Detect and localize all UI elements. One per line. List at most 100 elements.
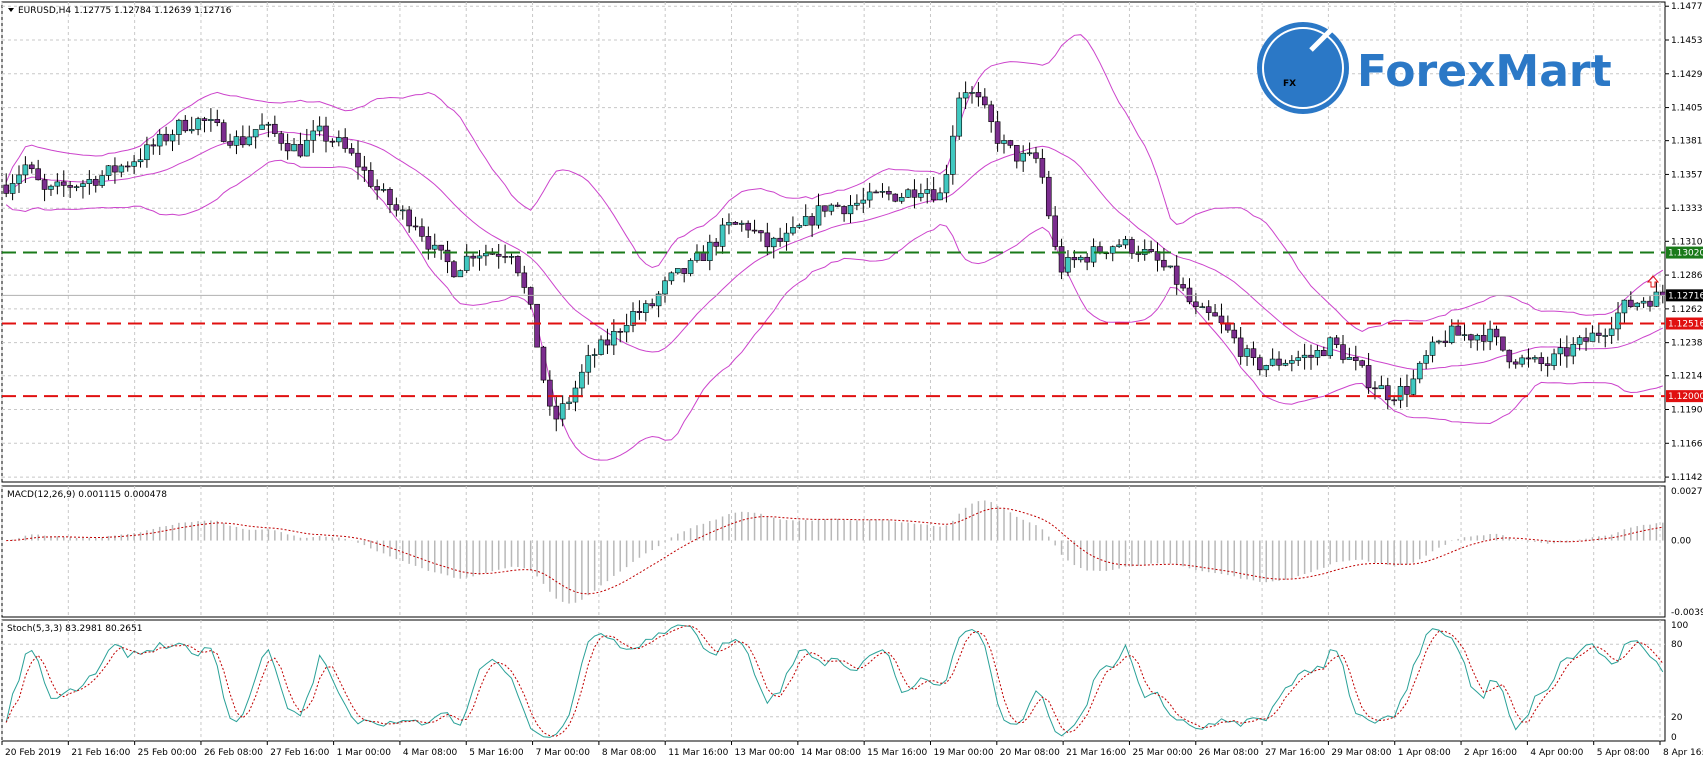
bear-candle <box>495 253 502 257</box>
bull-candle <box>1589 332 1596 342</box>
bull-candle <box>1282 362 1289 366</box>
bear-candle <box>1384 385 1391 401</box>
bear-candle <box>1173 265 1180 285</box>
bear-candle <box>886 190 892 195</box>
bull-candle <box>1551 353 1557 366</box>
time-label: 5 Apr 08:00 <box>1597 748 1650 758</box>
bull-candle <box>918 193 924 198</box>
time-label: 1 Apr 08:00 <box>1398 748 1451 758</box>
bull-candle <box>1314 349 1321 358</box>
bear-candle <box>527 287 534 305</box>
bull-candle <box>1090 246 1097 263</box>
stoch-signal-line <box>5 625 1664 737</box>
bear-candle <box>438 244 444 251</box>
bull-candle <box>591 354 598 356</box>
bear-candle <box>1468 334 1474 341</box>
time-label: 26 Mar 08:00 <box>1199 748 1259 758</box>
time-label: 21 Mar 16:00 <box>1066 748 1126 758</box>
bear-candle <box>540 346 547 381</box>
bull-candle <box>246 136 253 146</box>
level-tag <box>1666 390 1703 403</box>
bull-candle <box>291 144 297 152</box>
bear-candle <box>28 164 35 170</box>
bear-candle <box>1340 344 1346 360</box>
bull-candle <box>1519 357 1525 365</box>
price-tick-label: 1.13100 <box>1671 237 1703 247</box>
bull-candle <box>668 272 675 282</box>
bull-candle <box>630 310 636 326</box>
bull-candle <box>770 237 777 248</box>
logo-circle <box>1257 22 1349 114</box>
bull-candle <box>195 118 201 130</box>
bear-candle <box>470 255 476 259</box>
price-tick-label: 1.14530 <box>1671 36 1703 46</box>
bull-candle <box>854 202 860 206</box>
time-label: 7 Mar 00:00 <box>536 748 591 758</box>
bull-candle <box>54 181 61 187</box>
bear-candle <box>67 185 73 188</box>
bull-candle <box>1640 300 1647 304</box>
bear-candle <box>406 209 412 227</box>
time-label: 4 Mar 08:00 <box>403 748 458 758</box>
bear-candle <box>975 92 982 98</box>
bear-candle <box>1250 348 1257 358</box>
bull-candle <box>860 199 867 204</box>
price-tick-label: 1.13815 <box>1671 137 1703 147</box>
bear-candle <box>502 256 508 258</box>
bull-candle <box>1077 256 1084 261</box>
time-label: 25 Mar 00:00 <box>1132 748 1192 758</box>
bear-candle <box>112 165 118 173</box>
bear-candle <box>988 104 995 123</box>
bull-candle <box>259 124 265 130</box>
bull-candle <box>943 174 950 194</box>
bull-candle <box>508 256 515 258</box>
bull-candle <box>169 134 176 142</box>
time-label: 5 Mar 16:00 <box>469 748 524 758</box>
bull-candle <box>1461 334 1468 336</box>
bear-candle <box>41 179 48 190</box>
bear-candle <box>1596 332 1602 336</box>
bull-candle <box>969 92 975 94</box>
bear-candle <box>1333 337 1340 345</box>
bear-candle <box>636 310 643 313</box>
bear-candle <box>1372 387 1378 390</box>
macd-signal-line <box>6 507 1663 595</box>
level-tag <box>1666 246 1703 259</box>
bear-candle <box>1237 337 1244 357</box>
bear-candle <box>412 225 419 228</box>
bear-candle <box>393 204 400 211</box>
bear-candle <box>1007 140 1014 146</box>
bull-candle <box>118 165 125 173</box>
bear-candle <box>1628 299 1634 308</box>
bear-candle <box>1525 357 1532 360</box>
price-tick-label: 1.14050 <box>1671 104 1703 114</box>
bear-candle <box>994 121 1001 144</box>
bull-candle <box>1621 299 1628 314</box>
bear-candle <box>3 184 9 194</box>
time-label: 1 Mar 00:00 <box>337 748 392 758</box>
bear-candle <box>1058 246 1065 273</box>
bull-candle <box>719 224 726 247</box>
bull-candle <box>188 129 195 132</box>
bull-candle <box>738 222 745 225</box>
bull-candle <box>463 255 470 271</box>
bull-candle <box>1001 140 1007 144</box>
bear-candle <box>1148 249 1154 252</box>
bull-candle <box>674 268 681 274</box>
time-label: 2 Apr 16:00 <box>1464 748 1517 758</box>
bull-candle <box>1269 358 1276 366</box>
bear-candle <box>1205 306 1212 313</box>
bull-candle <box>252 129 259 138</box>
bollinger-middle-band <box>5 131 1664 370</box>
bull-candle <box>1448 325 1455 343</box>
bear-candle <box>1538 357 1545 365</box>
bear-candle <box>617 331 624 333</box>
bear-candle <box>1084 256 1090 263</box>
bear-candle <box>604 339 611 346</box>
bull-candle <box>99 175 105 186</box>
bull-candle <box>131 161 137 167</box>
bear-candle <box>547 379 553 407</box>
bear-candle <box>1391 399 1397 402</box>
